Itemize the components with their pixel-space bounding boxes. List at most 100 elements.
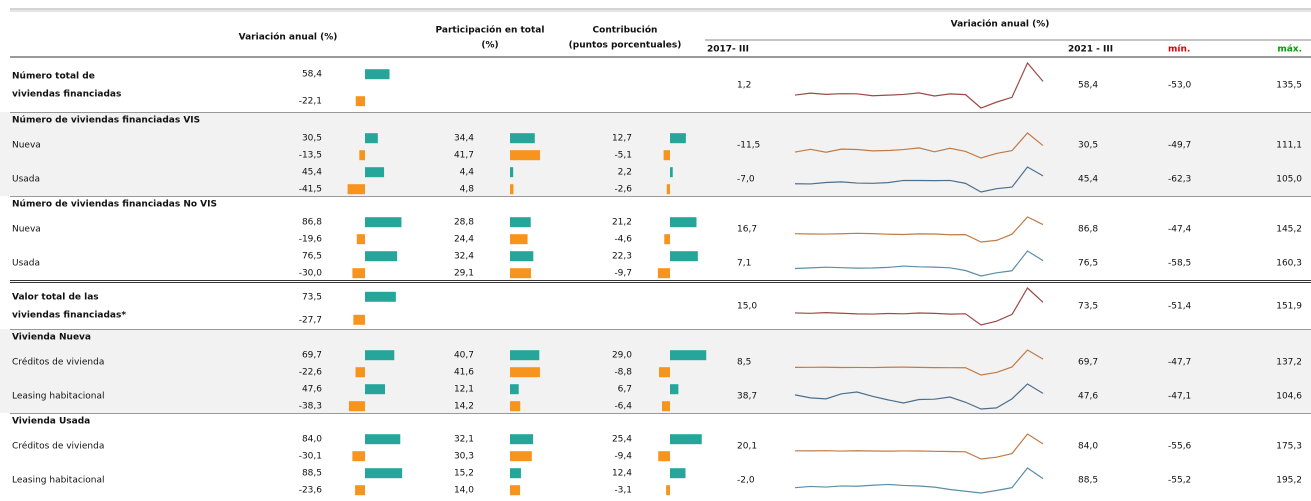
bar (664, 234, 670, 245)
bar (510, 401, 521, 412)
bar (352, 451, 365, 462)
bar (510, 485, 521, 496)
variation-value: 76,5 (302, 252, 322, 262)
bar (510, 451, 532, 462)
bar (510, 150, 541, 161)
max-value: 160,3 (1276, 259, 1302, 269)
max-value: 195,2 (1276, 476, 1302, 486)
sparkline (794, 216, 1044, 243)
section-title: Número de viviendas financiadas VIS (12, 116, 200, 126)
row-label: viviendas financiadas (12, 90, 121, 100)
header: 2021 - III (1068, 45, 1113, 55)
share-value: 12,1 (454, 385, 474, 395)
bar (510, 184, 514, 195)
variation-value: -22,1 (299, 97, 322, 107)
end-value: 69,7 (1078, 358, 1098, 368)
bar (365, 468, 403, 479)
row-label: Número total de (12, 72, 95, 82)
variation-value: 58,4 (302, 70, 322, 80)
sparkline (794, 287, 1044, 326)
contribution-value: -4,6 (614, 235, 632, 245)
min-value: -62,3 (1168, 175, 1191, 185)
bar (353, 314, 365, 325)
sparkline (794, 383, 1044, 410)
share-value: 29,1 (454, 269, 474, 279)
bar (348, 401, 365, 412)
row-label: viviendas financiadas* (12, 311, 126, 321)
variation-value: 69,7 (302, 351, 322, 361)
contribution-value: -8,8 (614, 368, 632, 378)
section-title: Vivienda Nueva (12, 333, 91, 343)
bar (347, 184, 365, 195)
max-value: 137,2 (1276, 358, 1302, 368)
contribution-value: 12,7 (612, 134, 632, 144)
bar (365, 384, 385, 395)
row-label: Usada (12, 259, 40, 269)
bar (670, 167, 673, 178)
bar (365, 251, 398, 262)
bar (670, 217, 697, 228)
contribution-value: 25,4 (612, 435, 632, 445)
share-value: 30,3 (454, 452, 474, 462)
max-value: 151,9 (1276, 302, 1302, 312)
end-value: 86,8 (1078, 225, 1098, 235)
bar (355, 96, 365, 107)
variation-value: -19,6 (299, 235, 323, 245)
bar (670, 133, 686, 144)
end-value: 84,0 (1078, 442, 1098, 452)
start-value: 1,2 (737, 81, 751, 91)
header: mín. (1168, 45, 1190, 55)
start-value: 15,0 (737, 302, 757, 312)
bar (352, 268, 365, 279)
start-value: -7,0 (737, 175, 755, 185)
bar (670, 434, 702, 445)
bar (658, 451, 670, 462)
variation-value: -30,1 (299, 452, 322, 462)
contribution-value: 6,7 (618, 385, 632, 395)
row-label: Leasing habitacional (12, 392, 105, 402)
contribution-value: -3,1 (614, 486, 632, 496)
section-title: Vivienda Usada (12, 417, 90, 427)
start-value: 8,5 (737, 358, 751, 368)
header: Contribución (593, 25, 658, 36)
row-label: Créditos de vivienda (12, 357, 104, 368)
variation-value: 84,0 (302, 435, 322, 445)
bar (365, 434, 401, 445)
min-value: -47,4 (1168, 225, 1192, 235)
bar (510, 367, 540, 378)
bar (670, 350, 707, 361)
bar (510, 217, 531, 228)
max-value: 175,3 (1276, 442, 1302, 452)
bar (365, 217, 402, 228)
end-value: 76,5 (1078, 259, 1098, 269)
contribution-value: 29,0 (612, 351, 632, 361)
max-value: 111,1 (1276, 141, 1302, 151)
variation-value: 86,8 (302, 218, 322, 228)
share-value: 14,2 (454, 402, 474, 412)
min-value: -49,7 (1168, 141, 1191, 151)
end-value: 47,6 (1078, 392, 1098, 402)
end-value: 73,5 (1078, 302, 1098, 312)
bar (365, 69, 390, 80)
start-value: 7,1 (737, 259, 751, 269)
bar (663, 150, 670, 161)
max-value: 105,0 (1276, 175, 1302, 185)
row-label: Créditos de vivienda (12, 441, 104, 452)
bar (510, 167, 514, 178)
bar (359, 150, 365, 161)
bar (510, 234, 528, 245)
max-value: 104,6 (1276, 392, 1302, 402)
variation-value: -22,6 (299, 368, 323, 378)
contribution-value: -5,1 (614, 151, 632, 161)
variation-value: -38,3 (299, 402, 322, 412)
min-value: -55,2 (1168, 476, 1191, 486)
share-value: 15,2 (454, 469, 474, 479)
share-value: 32,1 (454, 435, 474, 445)
section-title: Número de viviendas financiadas No VIS (12, 200, 217, 210)
end-value: 88,5 (1078, 476, 1098, 486)
contribution-value: -6,4 (614, 402, 632, 412)
sparkline (794, 467, 1044, 494)
shading (0, 112, 1311, 196)
